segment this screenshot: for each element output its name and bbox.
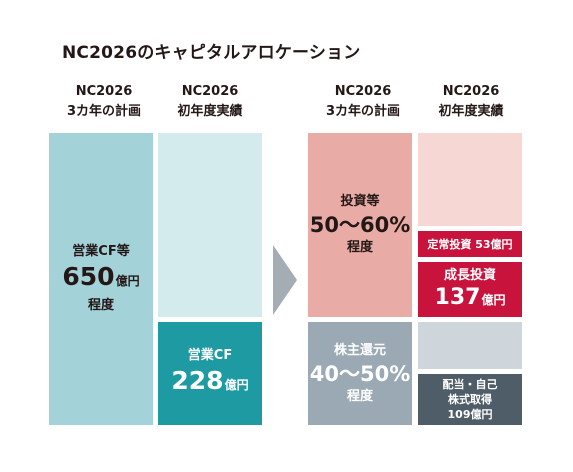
plan-return-label: 株主還元 xyxy=(333,342,386,358)
column-header-line2: 3カ年の計画 xyxy=(325,104,401,119)
right-arrow-icon xyxy=(273,245,297,315)
column-header-line1: NC2026 xyxy=(181,84,239,99)
plan-cf-label: 営業CF等 xyxy=(72,244,130,259)
plan-invest-label: 投資等 xyxy=(340,194,380,209)
plan-invest-note: 程度 xyxy=(346,240,373,255)
column-header-line2: 3カ年の計画 xyxy=(66,104,142,119)
plan-cf-value-line: 650億円 xyxy=(62,261,139,297)
actual-operating-cf-block: 営業CF 228億円 xyxy=(158,322,262,425)
actual-cf-value: 228 xyxy=(171,365,224,395)
column-header-actual-cf: NC2026 初年度実績 xyxy=(150,82,270,122)
plan-cf-note: 程度 xyxy=(87,298,114,313)
plan-shareholder-return-block: 株主還元 40〜50% 程度 xyxy=(308,322,412,425)
actual-shareholder-return-block: 配当・自己 株式取得 109億円 xyxy=(418,374,522,425)
actual-regular-investment-block: 定常投資 53億円 xyxy=(418,231,522,257)
return-line3: 109億円 xyxy=(447,408,493,421)
actual-return-remaining-block xyxy=(418,322,522,369)
column-header-line2: 初年度実績 xyxy=(438,104,504,119)
return-line1: 配当・自己 xyxy=(442,378,498,391)
actual-invest-remaining-block xyxy=(418,133,522,226)
growth-invest-unit: 億円 xyxy=(481,292,506,307)
plan-cf-value: 650 xyxy=(62,262,115,291)
column-header-plan-cf: NC2026 3カ年の計画 xyxy=(44,82,164,122)
plan-invest-value: 50〜60% xyxy=(309,213,411,237)
column-header-plan-alloc: NC2026 3カ年の計画 xyxy=(303,82,423,122)
plan-cf-unit: 億円 xyxy=(115,274,140,288)
actual-cf-remaining-block xyxy=(158,133,262,317)
return-line2: 株式取得 xyxy=(448,393,492,406)
actual-cf-unit: 億円 xyxy=(224,377,249,392)
plan-return-value: 40〜50% xyxy=(309,361,411,386)
column-header-line1: NC2026 xyxy=(442,84,500,99)
growth-invest-value-line: 137億円 xyxy=(435,285,506,313)
chart-title: NC2026のキャピタルアロケーション xyxy=(62,43,361,63)
column-header-actual-alloc: NC2026 初年度実績 xyxy=(411,82,531,122)
plan-return-note: 程度 xyxy=(346,388,373,404)
regular-invest-label: 定常投資 53億円 xyxy=(427,237,513,251)
column-header-line2: 初年度実績 xyxy=(177,104,243,119)
column-header-line1: NC2026 xyxy=(75,84,133,99)
actual-growth-investment-block: 成長投資 137億円 xyxy=(418,262,522,317)
growth-invest-label: 成長投資 xyxy=(443,267,496,283)
actual-cf-label: 営業CF xyxy=(187,347,233,363)
actual-cf-value-line: 228億円 xyxy=(171,365,248,401)
column-header-line1: NC2026 xyxy=(334,84,392,99)
plan-operating-cf-block: 営業CF等 650億円 程度 xyxy=(49,133,153,425)
growth-invest-value: 137 xyxy=(434,284,481,310)
plan-investment-block: 投資等 50〜60% 程度 xyxy=(308,133,412,317)
